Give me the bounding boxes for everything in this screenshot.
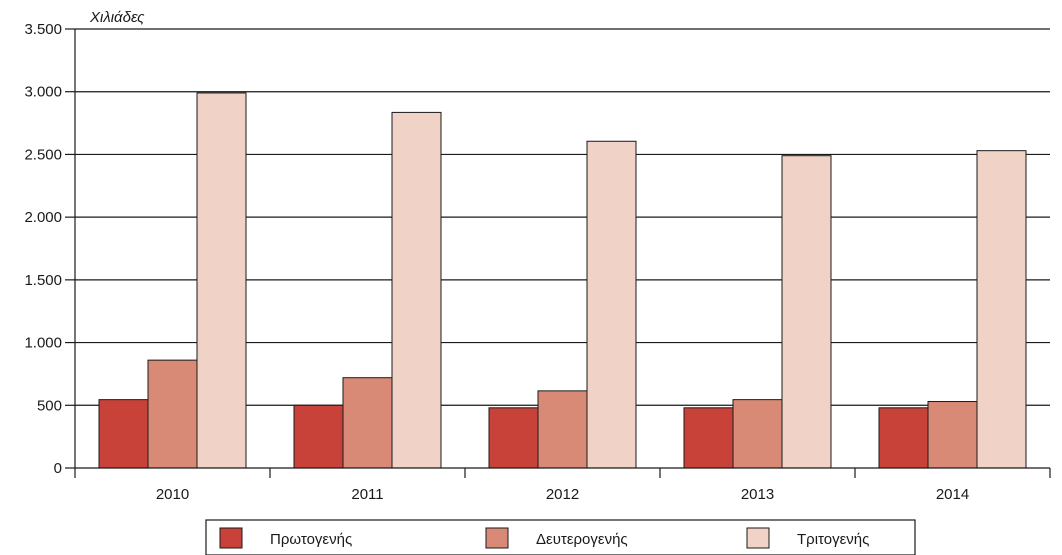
y-tick-label: 3.000 bbox=[24, 84, 62, 101]
bar bbox=[293, 404, 344, 469]
y-tick-label: 500 bbox=[37, 397, 62, 414]
legend-swatch bbox=[219, 527, 243, 549]
y-axis-ticks: 0 500 1.000 1.500 2.000 2.500 3.000 3.500 bbox=[24, 21, 75, 477]
bar bbox=[488, 407, 539, 469]
bar bbox=[927, 401, 978, 469]
bar bbox=[781, 155, 832, 469]
bar bbox=[878, 407, 929, 469]
x-axis-ticks: 2010 2011 2012 2013 2014 bbox=[74, 468, 1051, 503]
bar bbox=[342, 377, 393, 469]
y-tick-label: 2.500 bbox=[24, 146, 62, 163]
y-axis-unit-label: Χιλιάδες bbox=[89, 9, 145, 26]
x-tick-label: 2012 bbox=[546, 486, 579, 503]
y-tick-label: 1.000 bbox=[24, 335, 62, 352]
legend-swatch bbox=[746, 527, 770, 549]
bar bbox=[683, 407, 734, 469]
bar bbox=[586, 140, 637, 469]
bar bbox=[391, 111, 442, 469]
legend-label: Δευτερογενής bbox=[536, 531, 628, 548]
legend-swatch bbox=[485, 527, 509, 549]
bar bbox=[196, 92, 247, 469]
y-tick-label: 0 bbox=[54, 460, 62, 477]
x-tick-label: 2014 bbox=[936, 486, 969, 503]
legend-label: Τριτογενής bbox=[797, 531, 869, 548]
axes bbox=[74, 29, 1050, 469]
y-tick-label: 2.000 bbox=[24, 209, 62, 226]
legend-box bbox=[205, 519, 916, 555]
x-tick-label: 2010 bbox=[156, 486, 189, 503]
legend-label: Πρωτογενής bbox=[270, 531, 352, 548]
legend: Πρωτογενής Δευτερογενής Τριτογενής bbox=[205, 519, 916, 555]
bar bbox=[976, 150, 1027, 469]
bar bbox=[537, 390, 588, 469]
x-tick-label: 2011 bbox=[351, 486, 383, 503]
bar bbox=[732, 399, 783, 469]
y-tick-label: 3.500 bbox=[24, 21, 62, 38]
y-tick-label: 1.500 bbox=[24, 272, 62, 289]
bar bbox=[147, 359, 198, 469]
x-tick-label: 2013 bbox=[741, 486, 774, 503]
bars bbox=[98, 92, 1027, 469]
bar bbox=[98, 399, 149, 469]
